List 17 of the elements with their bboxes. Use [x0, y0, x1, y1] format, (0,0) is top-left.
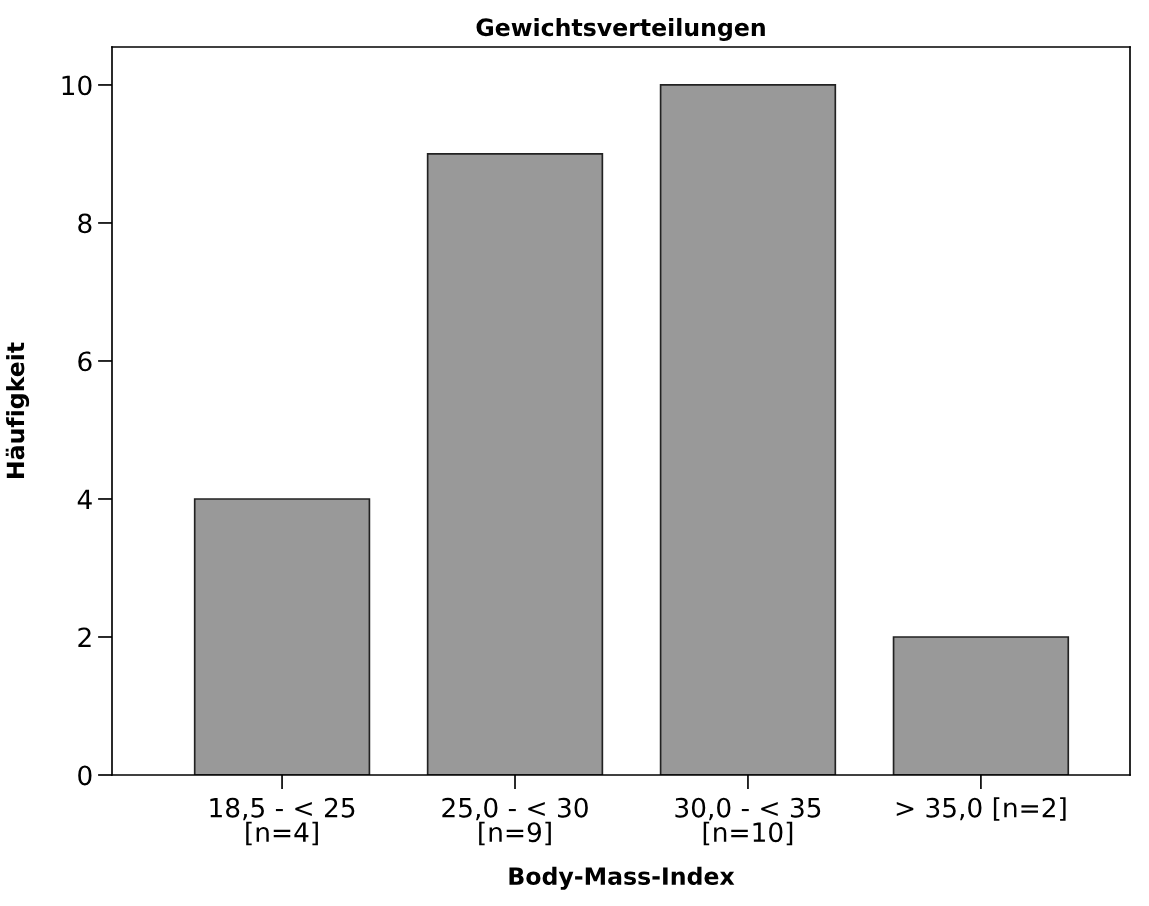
x-tick-label: 25,0 - < 30 [n=9] [442, 797, 588, 846]
bar [426, 153, 604, 775]
x-axis-title: Body-Mass-Index [509, 866, 735, 890]
y-tick-label: 8 [78, 213, 92, 234]
bar [659, 84, 837, 775]
bar [193, 498, 371, 775]
x-tick-label: > 35,0 [n=2] [896, 797, 1066, 821]
y-axis-title: Häufigkeit [5, 342, 30, 478]
y-tick-label: 0 [78, 765, 92, 786]
chart-title: Gewichtsverteilungen [476, 17, 765, 41]
bar [892, 636, 1070, 775]
y-tick-label: 6 [78, 351, 92, 372]
y-tick-label: 4 [77, 489, 92, 510]
x-tick-label: 30,0 - < 35 [n=10] [675, 797, 821, 846]
y-tick-label: 10 [62, 75, 92, 96]
x-tick-label: 18,5 - < 25 [n=4] [210, 797, 355, 846]
y-tick-label: 2 [78, 627, 91, 648]
